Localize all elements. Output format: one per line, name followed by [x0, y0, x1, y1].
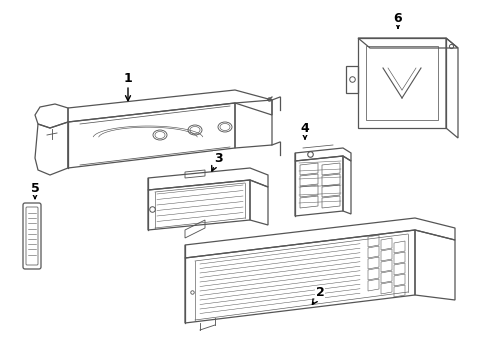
Text: 3: 3	[212, 152, 222, 171]
Text: 5: 5	[31, 181, 39, 199]
Text: 6: 6	[393, 12, 402, 28]
Text: 4: 4	[301, 122, 309, 139]
Text: 2: 2	[313, 287, 324, 305]
Bar	[366, 46, 438, 120]
Text: 1: 1	[123, 72, 132, 101]
